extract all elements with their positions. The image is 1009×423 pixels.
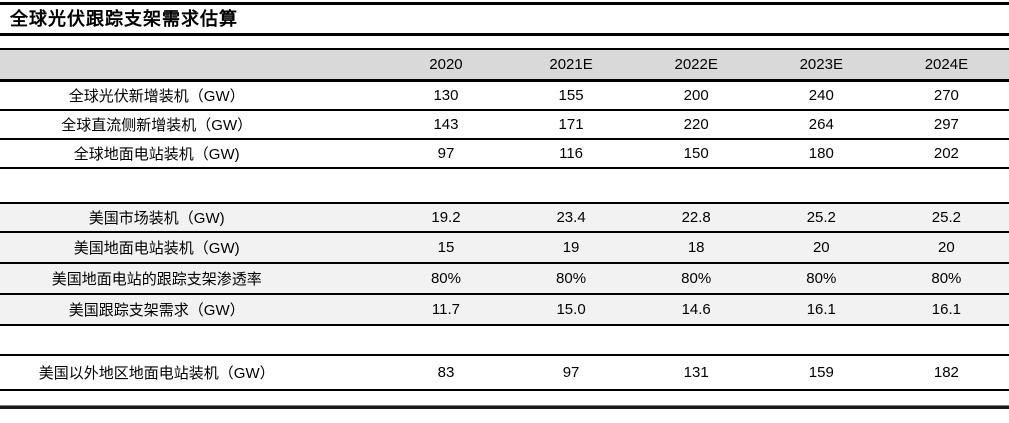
row-value: 15 xyxy=(437,239,455,256)
row-value: 80% xyxy=(430,270,461,287)
row-label: 全球地面电站装机（GW) xyxy=(73,146,240,163)
row-value: 264 xyxy=(808,116,834,133)
row-label: 美国地面电站装机（GW) xyxy=(73,240,240,257)
row-value: 159 xyxy=(808,364,834,381)
table-row-us-market-installs: 美国市场装机（GW) 19.2 23.4 22.8 25.2 25.2 xyxy=(0,202,1009,233)
table-row-global-dc-new-installs: 全球直流侧新增装机（GW） 143 171 220 264 297 xyxy=(0,111,1009,140)
top-rule xyxy=(0,2,1009,5)
row-value: 80% xyxy=(806,270,837,287)
row-value: 11.7 xyxy=(431,301,460,318)
row-value: 240 xyxy=(808,87,834,104)
row-value: 171 xyxy=(558,116,584,133)
row-label: 美国地面电站的跟踪支架渗透率 xyxy=(51,271,262,288)
table-row-global-pv-new-installs: 全球光伏新增装机（GW） 130 155 200 240 270 xyxy=(0,82,1009,111)
row-value: 143 xyxy=(433,116,459,133)
row-value: 20 xyxy=(812,239,830,256)
table-row-us-ground-station-installs: 美国地面电站装机（GW) 15 19 18 20 20 xyxy=(0,233,1009,264)
row-value: 116 xyxy=(559,145,584,162)
column-header-2022e: 2022E xyxy=(674,56,718,73)
section-gap xyxy=(0,169,1009,202)
row-value: 202 xyxy=(933,145,959,162)
row-value: 297 xyxy=(933,116,959,133)
section-gap xyxy=(0,326,1009,354)
row-value: 182 xyxy=(933,364,959,381)
row-value: 19 xyxy=(562,239,580,256)
row-value: 130 xyxy=(433,87,459,104)
row-label: 美国以外地区地面电站装机（GW） xyxy=(38,365,275,382)
row-value: 150 xyxy=(683,145,709,162)
row-value: 19.2 xyxy=(431,209,461,226)
row-value: 80% xyxy=(556,270,587,287)
row-value: 97 xyxy=(562,364,580,381)
row-value: 14.6 xyxy=(681,301,711,318)
row-value: 180 xyxy=(808,145,834,162)
table-row-exus-ground-station-installs: 美国以外地区地面电站装机（GW） 83 97 131 159 182 xyxy=(0,354,1009,391)
bottom-rule xyxy=(0,405,1009,409)
section-gap xyxy=(0,391,1009,405)
column-header-2020: 2020 xyxy=(429,56,463,73)
row-value: 18 xyxy=(687,239,705,256)
table-row-global-ground-station-installs: 全球地面电站装机（GW) 97 116 150 180 202 xyxy=(0,140,1009,169)
row-value: 155 xyxy=(558,87,584,104)
row-label: 全球直流侧新增装机（GW） xyxy=(61,117,253,134)
table-header-row: 2020 2021E 2022E 2023E 2024E xyxy=(0,48,1009,82)
row-value: 270 xyxy=(933,87,959,104)
row-label: 美国市场装机（GW) xyxy=(88,210,225,227)
table-row-us-tracker-penetration: 美国地面电站的跟踪支架渗透率 80% 80% 80% 80% 80% xyxy=(0,264,1009,295)
row-value: 131 xyxy=(683,364,709,381)
table-row-us-tracker-demand: 美国跟踪支架需求（GW） 11.7 15.0 14.6 16.1 16.1 xyxy=(0,295,1009,326)
row-label: 全球光伏新增装机（GW） xyxy=(68,88,245,105)
row-value: 16.1 xyxy=(806,301,836,318)
row-value: 23.4 xyxy=(556,209,586,226)
title-underline-rule xyxy=(0,33,1009,36)
row-value: 15.0 xyxy=(556,301,586,318)
row-value: 97 xyxy=(437,145,455,162)
row-label: 美国跟踪支架需求（GW） xyxy=(68,302,245,319)
column-header-2021e: 2021E xyxy=(549,56,593,73)
row-value: 200 xyxy=(683,87,709,104)
row-value: 83 xyxy=(437,364,455,381)
row-value: 22.8 xyxy=(681,209,711,226)
row-value: 80% xyxy=(931,270,962,287)
column-header-2024e: 2024E xyxy=(924,56,969,73)
row-value: 80% xyxy=(681,270,712,287)
page-title: 全球光伏跟踪支架需求估算 xyxy=(10,9,238,29)
row-value: 220 xyxy=(683,116,709,133)
row-value: 16.1 xyxy=(931,301,961,318)
row-value: 20 xyxy=(938,239,955,256)
column-header-2023e: 2023E xyxy=(799,56,843,73)
row-value: 25.2 xyxy=(806,209,836,226)
row-value: 25.2 xyxy=(931,209,961,226)
